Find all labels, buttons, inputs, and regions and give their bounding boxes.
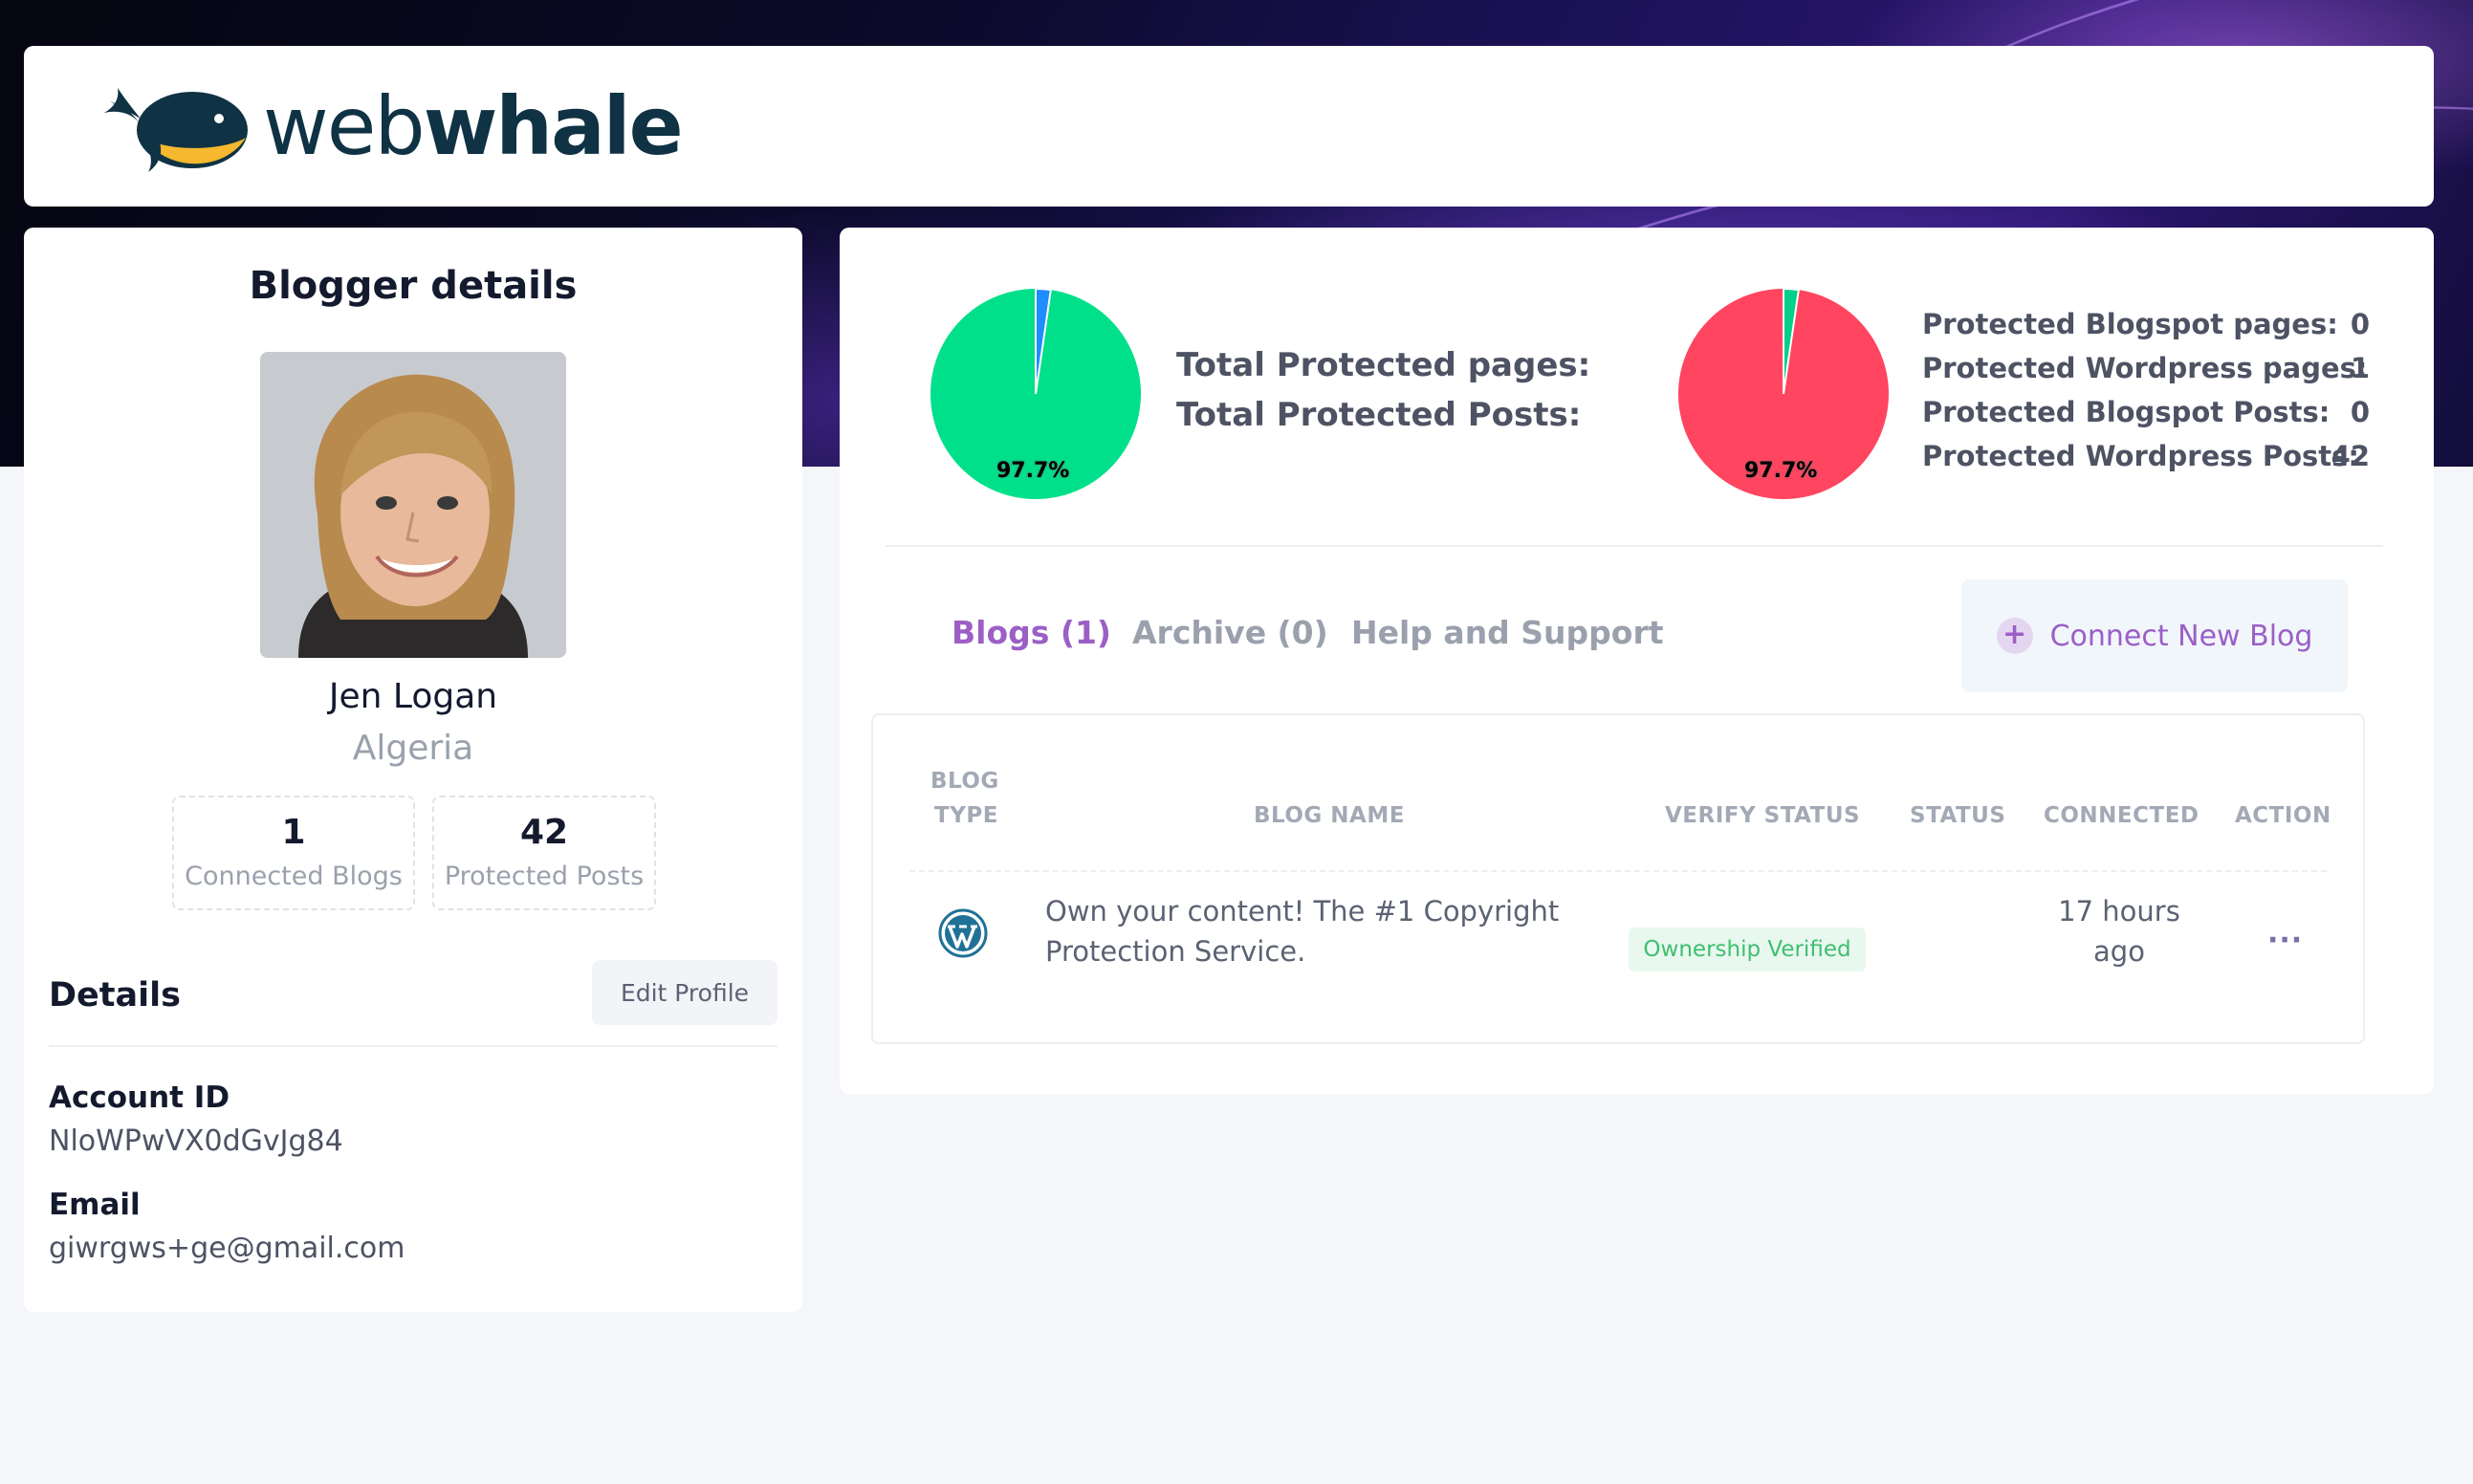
total-protected-pie-chart <box>930 287 1141 499</box>
th-blog-name: BLOG NAME <box>1254 803 1405 828</box>
avatar <box>260 352 566 658</box>
header-bar: webwhale <box>24 46 2434 207</box>
user-photo <box>260 352 566 658</box>
account-id-value: NloWPwVX0dGvJg84 <box>49 1124 343 1158</box>
tab-help-and-support[interactable]: Help and Support <box>1351 614 1664 651</box>
protected-blogspot-posts-value: 0 <box>2350 396 2370 428</box>
pie2-minor-slice <box>1783 287 1800 395</box>
pie1-minor-slice <box>1035 287 1052 395</box>
blogs-table: BLOG TYPE BLOG NAME VERIFY STATUS STATUS… <box>871 713 2365 1044</box>
protected-posts-count: 42 <box>519 813 569 852</box>
th-blog-type-line2: TYPE <box>934 803 998 828</box>
protected-wordpress-posts-label: Protected Wordpress Posts: <box>1922 440 2360 472</box>
edit-profile-button[interactable]: Edit Profile <box>592 960 777 1025</box>
connected-blogs-count: 1 <box>281 813 306 852</box>
details-divider <box>49 1045 777 1047</box>
blogs-overview-card: 97.7% Total Protected pages: 1 Total Pro… <box>840 228 2434 1094</box>
th-verify-status: VERIFY STATUS <box>1665 803 1861 828</box>
protected-blogspot-posts-label: Protected Blogspot Posts: <box>1922 396 2331 428</box>
pie2-percent-label: 97.7% <box>1744 459 1818 483</box>
user-country: Algeria <box>352 729 474 768</box>
protected-blogspot-pages-value: 0 <box>2350 308 2370 340</box>
protected-blogspot-pages-label: Protected Blogspot pages: <box>1922 308 2338 340</box>
email-value: giwrgws+ge@gmail.com <box>49 1232 405 1265</box>
total-protected-posts-label: Total Protected Posts: <box>1176 396 1582 434</box>
pie1-percent-label: 97.7% <box>996 459 1070 483</box>
platform-breakdown-pie-chart <box>1678 287 1889 499</box>
connect-new-blog-button[interactable]: + Connect New Blog <box>1961 579 2348 692</box>
connected-blogs-stat: 1 Connected Blogs <box>172 796 415 910</box>
blog-name-line1[interactable]: Own your content! The #1 Copyright <box>1045 895 1560 928</box>
table-header-divider <box>909 870 2327 872</box>
webwhale-logo[interactable]: webwhale <box>100 79 684 173</box>
plus-icon: + <box>1996 618 2033 654</box>
user-name: Jen Logan <box>328 677 498 716</box>
th-action: ACTION <box>2235 803 2331 828</box>
whale-icon <box>104 88 248 172</box>
summary-divider <box>886 545 2383 547</box>
details-heading: Details <box>49 976 181 1015</box>
account-id-label: Account ID <box>49 1080 230 1115</box>
tab-blogs[interactable]: Blogs (1) <box>952 614 1112 651</box>
logo-wordmark: webwhale <box>263 79 684 173</box>
protected-posts-label: Protected Posts <box>444 862 645 891</box>
connect-new-blog-label: Connect New Blog <box>2049 619 2313 653</box>
protected-wordpress-pages-label: Protected Wordpress pages: <box>1922 352 2368 384</box>
connected-blogs-label: Connected Blogs <box>185 862 403 891</box>
blogger-details-card: Blogger details Jen Logan Algeria 1 Conn… <box>24 228 802 1312</box>
total-protected-pages-label: Total Protected pages: <box>1176 346 1591 384</box>
connected-time-line1: 17 hours <box>2058 895 2180 928</box>
protected-posts-stat: 42 Protected Posts <box>432 796 656 910</box>
wordpress-icon <box>938 908 988 958</box>
th-status: STATUS <box>1910 803 2006 828</box>
connected-time-line2: ago <box>2093 935 2145 968</box>
th-blog-type-line1: BLOG <box>930 769 999 794</box>
email-label: Email <box>49 1188 141 1222</box>
th-connected: CONNECTED <box>2044 803 2199 828</box>
tab-archive[interactable]: Archive (0) <box>1132 614 1328 651</box>
protected-wordpress-pages-value: 1 <box>2350 352 2370 384</box>
blogger-details-title: Blogger details <box>249 264 578 308</box>
blog-name-line2[interactable]: Protection Service. <box>1045 935 1306 968</box>
ownership-verified-badge: Ownership Verified <box>1629 928 1866 971</box>
row-actions-menu-icon[interactable]: ··· <box>2267 924 2304 957</box>
protected-wordpress-posts-value: 42 <box>2331 440 2370 472</box>
